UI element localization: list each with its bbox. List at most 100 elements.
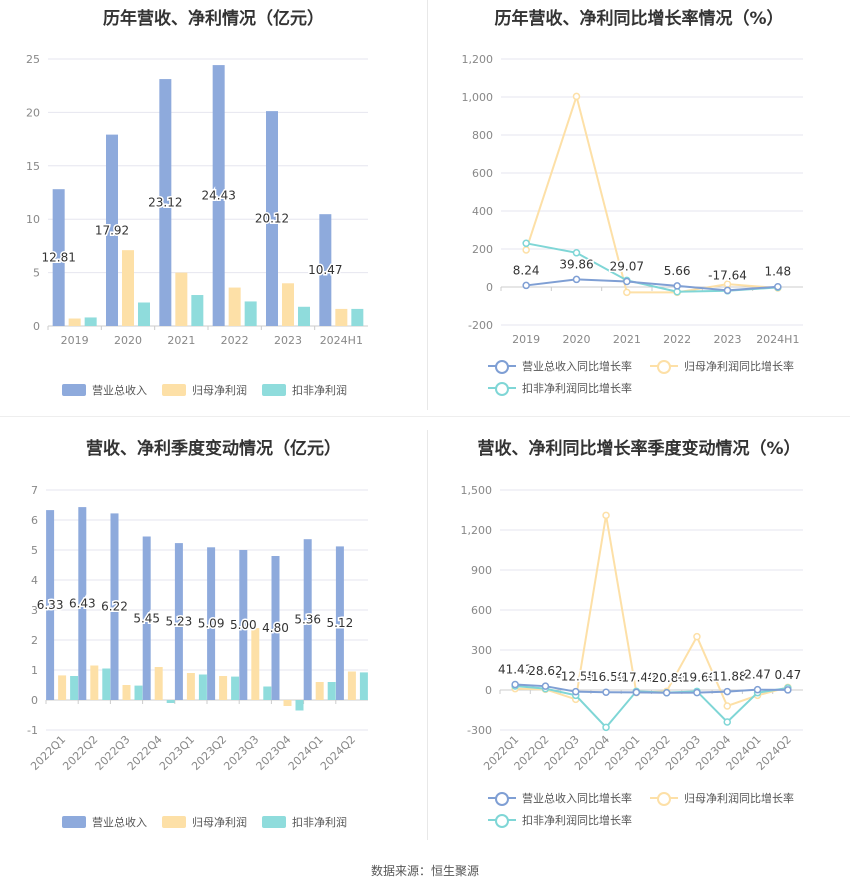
legend-swatch <box>262 816 286 828</box>
bar <box>68 318 81 326</box>
y-tick-label: 1,200 <box>461 524 493 537</box>
x-tick-label: 2024H1 <box>320 334 363 347</box>
bar <box>106 134 118 326</box>
legend-label: 归母净利润同比增长率 <box>684 360 794 373</box>
legend-label: 归母净利润 <box>192 816 247 829</box>
bar <box>359 672 368 700</box>
bar <box>84 317 97 326</box>
y-tick-label: 1,000 <box>462 91 494 104</box>
legend-swatch <box>650 359 678 374</box>
legend-label: 营业总收入同比增长率 <box>522 792 632 805</box>
legend-swatch <box>62 384 86 396</box>
data-label: -12.55 <box>556 670 595 684</box>
bar <box>347 671 356 700</box>
data-point <box>522 281 530 290</box>
bar <box>335 308 348 326</box>
legend-item-revenue-growth[interactable]: 营业总收入同比增长率 <box>488 790 632 806</box>
bar <box>295 700 304 711</box>
horizontal-divider <box>0 416 850 417</box>
panel-quarterly-revenue: 营收、净利季度变动情况（亿元） -1 0 1 2 3 4 5 6 7 2022Q1 2022Q2 20… <box>0 430 427 850</box>
legend: 营业总收入同比增长率 归母净利润同比增长率 扣非净利润同比增长率 <box>428 790 850 834</box>
data-label: -17.64 <box>708 268 747 282</box>
y-tick-label: -300 <box>467 724 492 737</box>
bar <box>122 250 134 326</box>
data-label: -17.40 <box>617 670 656 684</box>
bar <box>58 675 67 700</box>
data-label: 24.43 <box>201 189 235 203</box>
legend-item-net-growth[interactable]: 归母净利润同比增长率 <box>650 358 794 374</box>
legend-swatch <box>62 816 86 828</box>
legend-item-deducted-profit[interactable]: 扣非净利润 <box>262 814 347 830</box>
bar <box>207 547 216 700</box>
bar <box>335 546 344 700</box>
bar <box>228 287 241 326</box>
data-point <box>632 688 641 697</box>
data-label: 6.43 <box>69 597 96 611</box>
legend-item-net-profit[interactable]: 归母净利润 <box>162 814 247 830</box>
bar <box>142 536 151 700</box>
bar <box>212 65 225 327</box>
legend-item-revenue[interactable]: 营业总收入 <box>62 814 147 830</box>
bar <box>186 673 195 700</box>
legend-label: 营业总收入 <box>92 816 147 829</box>
y-tick-label: 5 <box>33 267 40 280</box>
data-point <box>602 511 610 520</box>
y-tick-label: -1 <box>27 724 38 737</box>
legend-item-deducted-growth[interactable]: 扣非净利润同比增长率 <box>488 380 632 396</box>
data-label: 12.81 <box>41 251 75 265</box>
y-tick-label: 1,200 <box>462 53 494 66</box>
legend-label: 扣非净利润 <box>292 816 347 829</box>
y-tick-label: 25 <box>26 53 40 66</box>
x-tick-label: 2024Q2 <box>318 733 358 773</box>
data-point <box>723 718 731 726</box>
chart-title: 历年营收、净利情况（亿元） <box>103 9 324 29</box>
bar <box>52 189 65 326</box>
legend-item-deducted-profit[interactable]: 扣非净利润 <box>262 382 347 398</box>
bar <box>239 550 248 700</box>
legend-item-net-growth[interactable]: 归母净利润同比增长率 <box>650 790 794 806</box>
legend-swatch <box>650 791 678 806</box>
legend-item-net-profit[interactable]: 归母净利润 <box>162 382 247 398</box>
data-label: 0.47 <box>774 668 801 682</box>
bar <box>122 685 131 700</box>
bar <box>351 308 364 326</box>
annual-growth-line-chart: -200 0 200 400 600 800 1,000 1,200 2019 2020 2021 2… <box>462 53 803 346</box>
data-point <box>774 282 782 291</box>
y-tick-label: 2 <box>31 634 38 647</box>
data-label: 2.47 <box>744 668 771 682</box>
bar <box>282 283 294 326</box>
data-label: 1.48 <box>764 265 791 279</box>
legend-item-deducted-growth[interactable]: 扣非净利润同比增长率 <box>488 812 632 828</box>
legend-label: 扣非净利润同比增长率 <box>522 382 632 395</box>
x-tick-label: 2022 <box>221 334 249 347</box>
bar <box>90 665 99 700</box>
data-point <box>662 689 671 697</box>
legend-label: 营业总收入同比增长率 <box>522 360 632 373</box>
legend-label: 归母净利润 <box>192 384 247 397</box>
annual-revenue-bar-chart: 0 5 10 15 20 25 2019 2020 2021 2022 2023 2024H1 12.8… <box>26 53 368 347</box>
bar <box>175 272 188 326</box>
data-point <box>753 685 762 694</box>
y-tick-label: 1 <box>31 664 38 677</box>
data-point <box>673 282 681 290</box>
data-point <box>572 275 581 284</box>
data-point <box>784 686 792 694</box>
legend-swatch <box>162 816 186 828</box>
legend-swatch <box>488 359 516 374</box>
series-line <box>525 92 778 294</box>
legend-item-revenue[interactable]: 营业总收入 <box>62 382 147 398</box>
legend-item-revenue-growth[interactable]: 营业总收入同比增长率 <box>488 358 632 374</box>
bar <box>174 543 183 700</box>
bar <box>251 628 260 700</box>
bar <box>263 686 272 700</box>
series-line <box>515 683 788 694</box>
data-point <box>572 687 580 696</box>
bar <box>266 111 278 326</box>
vertical-divider <box>427 0 428 410</box>
bar <box>219 676 228 700</box>
quarterly-growth-line-chart: -30003006009001,2001,5002022Q12022Q22022… <box>461 484 803 773</box>
y-tick-label: 0 <box>486 281 493 294</box>
data-point <box>602 723 610 732</box>
series-line <box>526 278 778 292</box>
bar <box>191 295 204 326</box>
